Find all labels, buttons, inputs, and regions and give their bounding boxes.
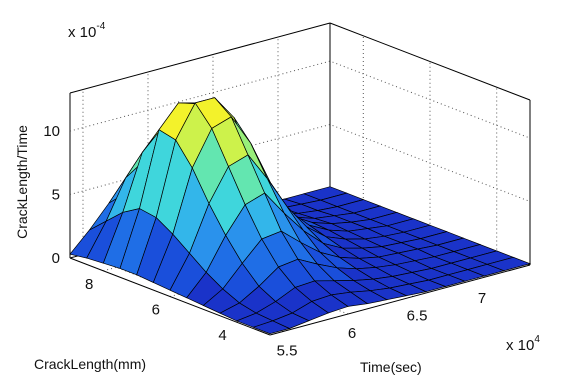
surface-face: [486, 256, 532, 272]
z-multiplier: x 10-4: [68, 21, 106, 41]
x-gridline-1: [147, 72, 349, 315]
z-multiplier-exponent: -4: [96, 21, 105, 32]
x-tick-label: 6: [348, 325, 356, 342]
z-axis-label: CrackLength/Time: [14, 125, 30, 239]
x-multiplier-exponent: 4: [534, 334, 540, 345]
x-axis-label: Time(sec): [360, 359, 422, 375]
box-edge-front-1: [69, 257, 271, 336]
plot-box-front: [69, 257, 531, 336]
y-tick-label: 8: [85, 276, 93, 293]
x-tick-label: 5.5: [277, 343, 298, 360]
y-tick-label: 4: [218, 327, 226, 344]
x-gridline-3: [277, 37, 479, 280]
y-axis-label: CrackLength(mm): [34, 356, 146, 372]
z-gridline-1: [69, 123, 531, 202]
z-tick-label: 10: [43, 123, 60, 140]
z-gridline-2: [69, 60, 531, 139]
surface-mesh: [69, 97, 532, 335]
y-tick-label: 6: [152, 302, 160, 319]
z-tick-label: 0: [52, 250, 60, 267]
x-multiplier: x 104: [506, 334, 540, 354]
x-tick-label: 7: [478, 290, 486, 307]
z-tick-label: 5: [52, 187, 60, 204]
box-edge-front-0: [269, 264, 531, 336]
box-edge-back-6: [329, 22, 531, 101]
z-multiplier-base: x 10: [68, 24, 96, 41]
x-multiplier-base: x 10: [506, 337, 534, 354]
x-tick-label: 6.5: [407, 308, 428, 325]
box-edge-back-5: [69, 22, 331, 94]
tick-labels: 0 5 10 4 6 8 5.5 6 6.5 7: [43, 123, 486, 359]
x-gridline-0: [82, 89, 284, 332]
